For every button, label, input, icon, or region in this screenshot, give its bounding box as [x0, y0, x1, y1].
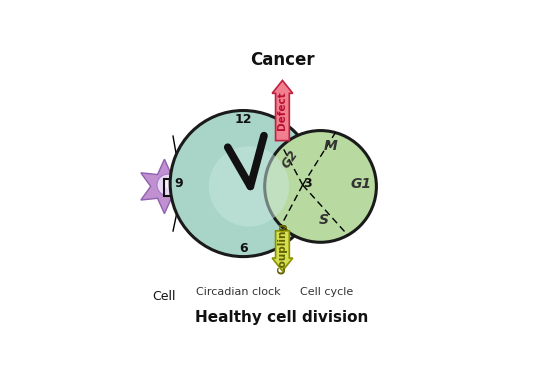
Text: G1: G1: [350, 177, 371, 190]
FancyArrow shape: [272, 231, 293, 271]
Text: Healthy cell division: Healthy cell division: [195, 310, 368, 325]
Text: Circadian clock: Circadian clock: [196, 286, 280, 296]
Circle shape: [209, 146, 289, 227]
Bar: [164, 179, 180, 196]
Text: 9: 9: [174, 177, 183, 190]
Text: M: M: [324, 139, 338, 153]
Circle shape: [170, 110, 316, 257]
Text: 12: 12: [234, 113, 252, 126]
Text: Cancer: Cancer: [250, 51, 315, 70]
Text: S: S: [318, 213, 328, 227]
Polygon shape: [141, 159, 188, 214]
Circle shape: [157, 174, 179, 196]
Text: Cell cycle: Cell cycle: [300, 286, 353, 296]
Circle shape: [265, 131, 376, 242]
Text: Coupling: Coupling: [277, 222, 288, 274]
FancyArrow shape: [272, 80, 293, 141]
Text: 3: 3: [304, 177, 312, 190]
Text: Cell: Cell: [153, 290, 176, 303]
Text: 6: 6: [239, 241, 248, 254]
Text: Defect: Defect: [277, 91, 288, 130]
Circle shape: [163, 177, 175, 189]
Text: G2: G2: [279, 148, 301, 171]
